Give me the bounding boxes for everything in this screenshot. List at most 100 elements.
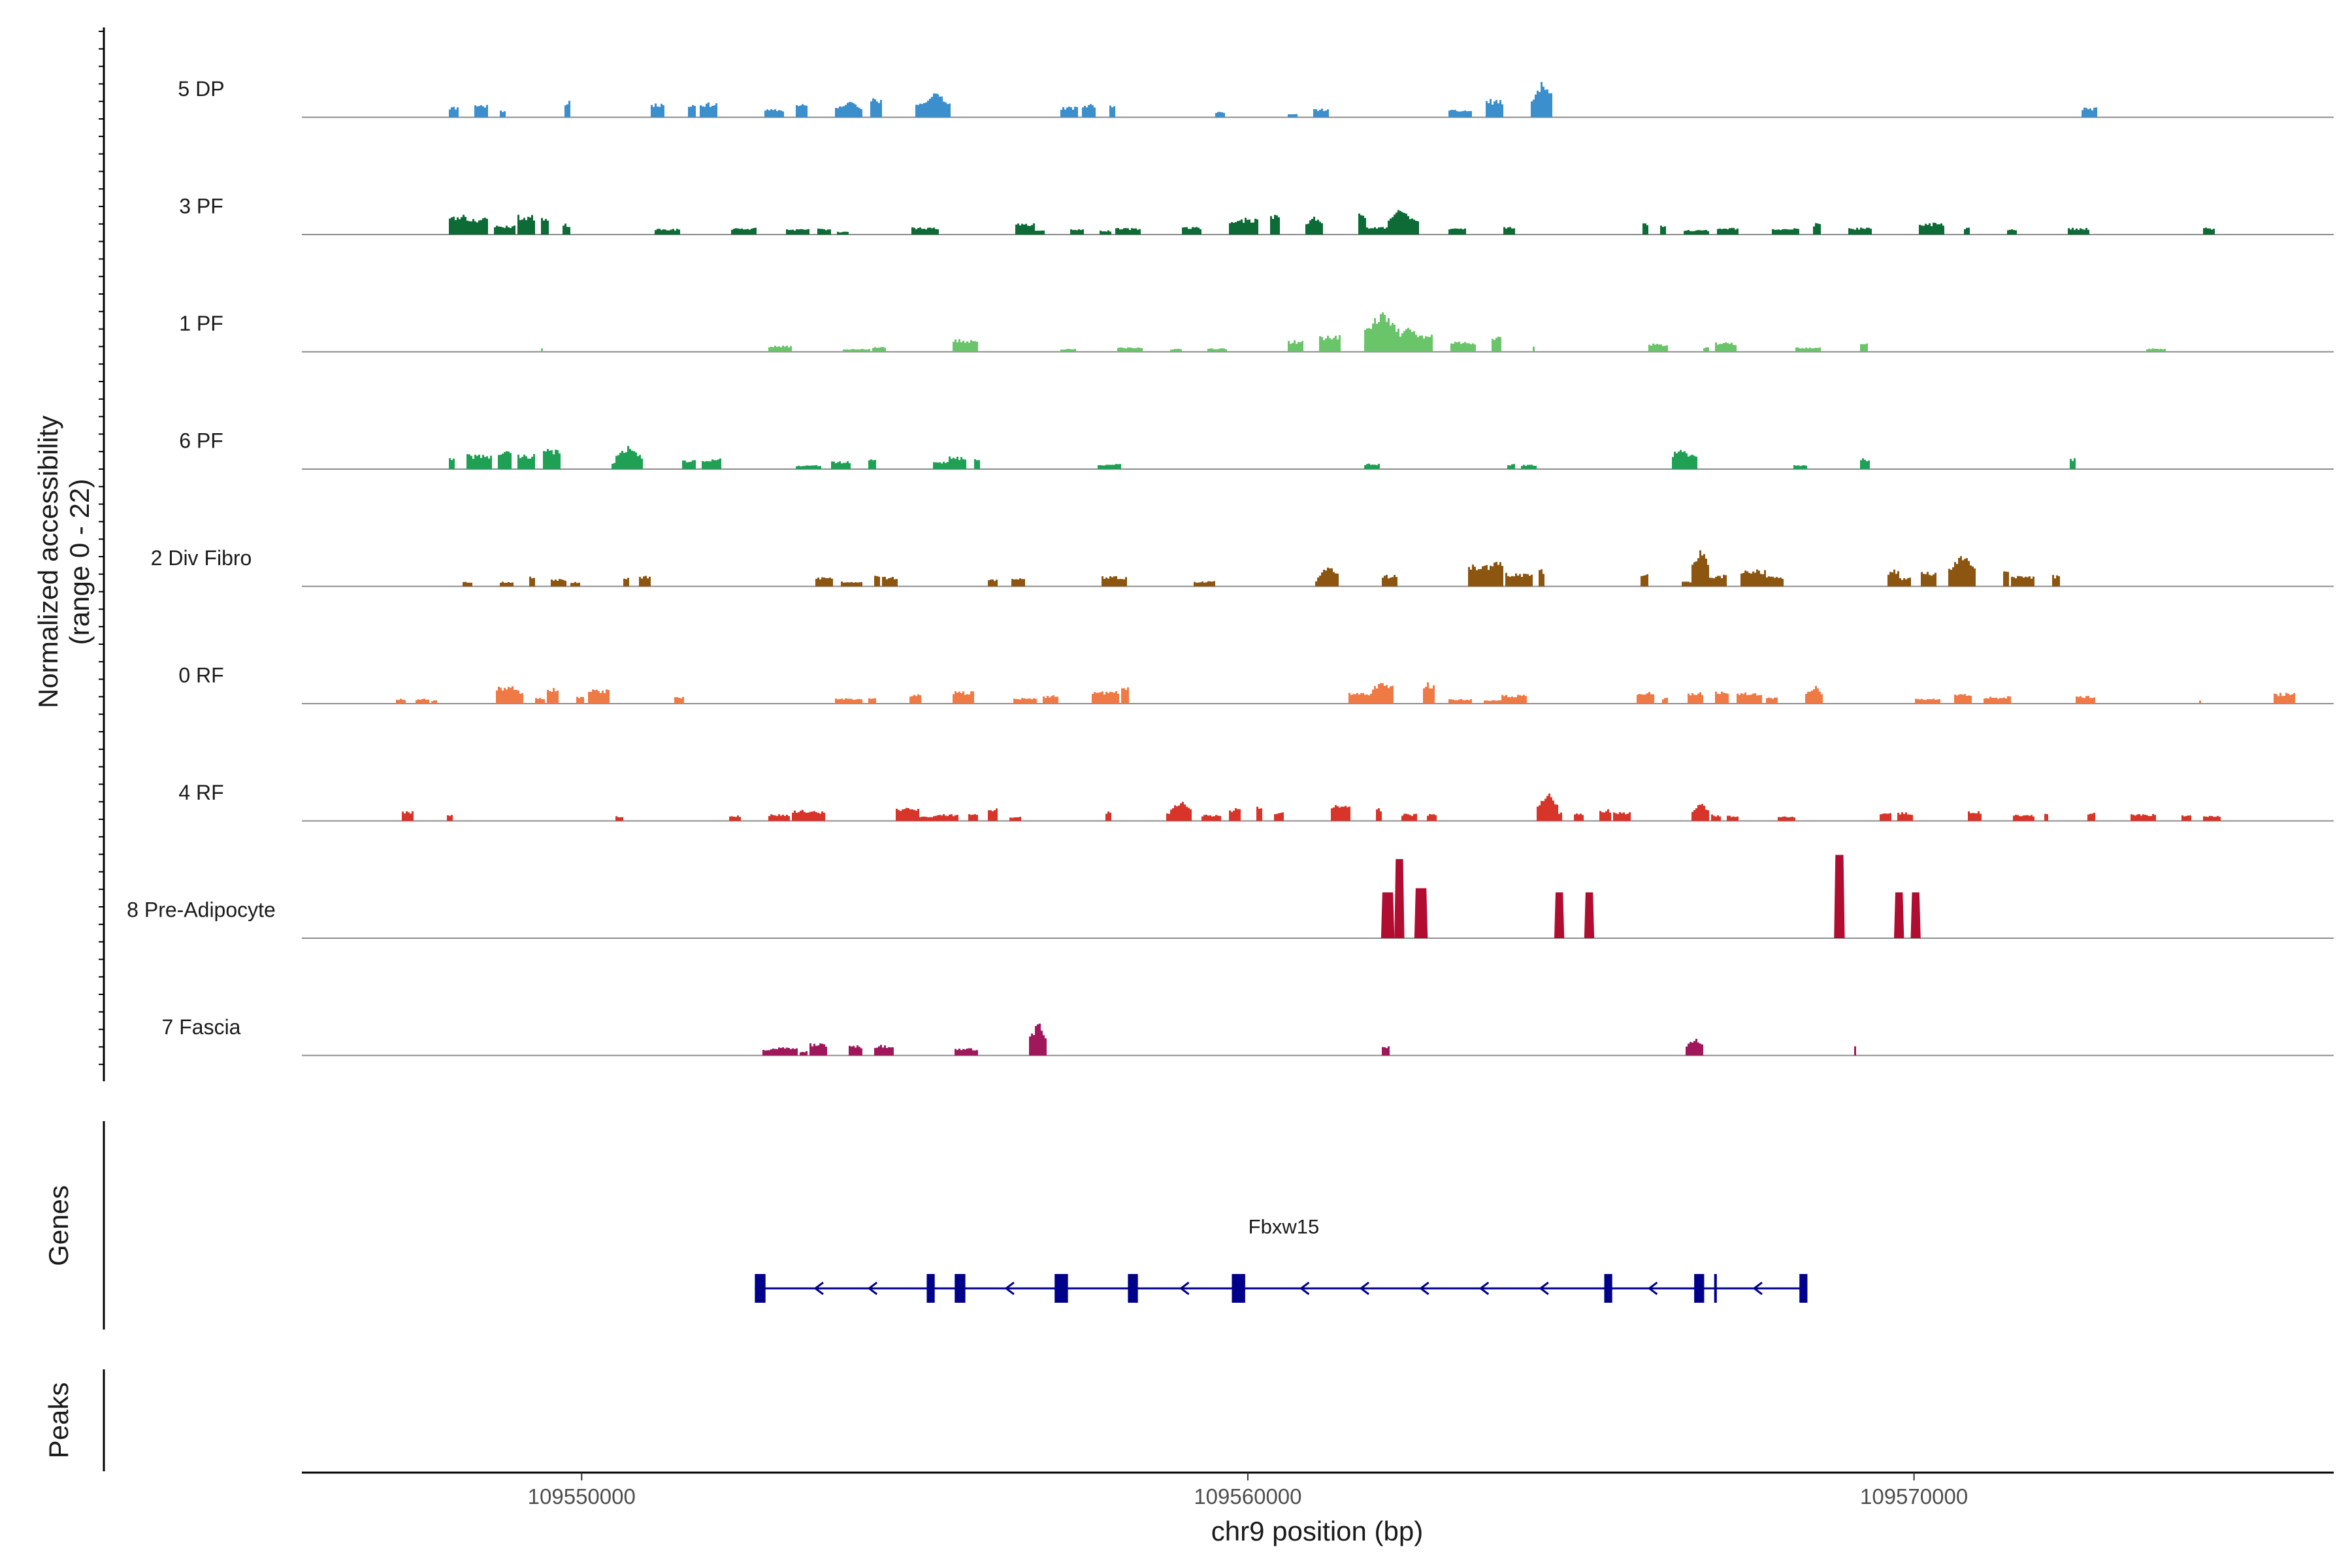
coverage-signal	[1009, 817, 1021, 821]
coverage-signal	[416, 698, 429, 704]
track-7-fascia: 7 Fascia	[162, 1015, 2334, 1056]
coverage-signal	[2146, 348, 2166, 352]
coverage-signal	[953, 691, 974, 704]
coverage-signal	[2044, 813, 2048, 821]
coverage-signal	[1270, 214, 1280, 235]
accessibility-y-axis: Normalized accessibility(range 0 - 22)	[33, 27, 105, 1081]
y-axis-title-line: (range 0 - 22)	[64, 479, 95, 645]
coverage-signal	[1448, 228, 1466, 235]
track-label: 0 RF	[178, 664, 223, 687]
coverage-signal	[1486, 99, 1503, 118]
coverage-signal	[1201, 815, 1221, 821]
coverage-signal	[835, 698, 862, 704]
coverage-signal	[837, 231, 849, 235]
coverage-signal	[1358, 210, 1419, 235]
coverage-signal	[576, 696, 584, 704]
coverage-signal	[974, 459, 980, 469]
coverage-signal	[1098, 464, 1121, 469]
gene-model-fbxw15: Fbxw15	[755, 1215, 1808, 1303]
coverage-signal	[1805, 685, 1823, 704]
track-label: 3 PF	[179, 195, 223, 218]
track-1-pf: 1 PF	[179, 312, 2334, 353]
coverage-signal	[792, 809, 825, 821]
coverage-bar	[1380, 892, 1395, 938]
x-axis-title: chr9 position (bp)	[1211, 1516, 1424, 1546]
strand-arrow	[1539, 1281, 1549, 1296]
coverage-bar	[1554, 892, 1565, 938]
coverage-signal	[449, 106, 459, 118]
coverage-signal	[1401, 813, 1417, 821]
coverage-signal	[1660, 225, 1666, 235]
track-5-dp: 5 DP	[178, 77, 2334, 118]
coverage-signal	[1468, 561, 1503, 587]
coverage-signal	[896, 808, 958, 821]
coverage-signal	[764, 109, 784, 118]
gene-label: Fbxw15	[1249, 1215, 1320, 1238]
coverage-signal	[1637, 692, 1654, 704]
coverage-signal	[2007, 229, 2017, 235]
coverage-signal	[768, 814, 790, 821]
coverage-signal	[915, 93, 951, 118]
coverage-signal	[2203, 227, 2215, 235]
coverage-signal	[1642, 223, 1648, 235]
coverage-signal	[682, 460, 696, 469]
coverage-signal	[402, 811, 414, 821]
coverage-signal	[2181, 815, 2191, 821]
gene-exon	[926, 1274, 935, 1303]
coverage-signal	[447, 815, 453, 821]
coverage-signal	[809, 1043, 827, 1056]
coverage-signal	[1060, 348, 1076, 352]
strand-arrow	[1752, 1281, 1763, 1296]
coverage-signal	[1684, 229, 1709, 235]
coverage-signal	[1029, 1023, 1047, 1056]
gene-exon	[1128, 1274, 1138, 1303]
coverage-signal	[1537, 793, 1562, 821]
track-6-pf: 6 PF	[179, 429, 2334, 470]
coverage-signal	[868, 698, 876, 704]
coverage-signal	[1450, 341, 1476, 352]
coverage-signal	[1915, 698, 1940, 704]
track-0-rf: 0 RF	[178, 664, 2334, 704]
coverage-signal	[1364, 312, 1433, 352]
coverage-signal	[1115, 227, 1141, 235]
coverage-signal	[1348, 683, 1394, 704]
coverage-signal	[1897, 812, 1913, 821]
coverage-signal	[953, 339, 978, 352]
coverage-signal	[841, 581, 862, 587]
coverage-signal	[988, 579, 998, 587]
coverage-signal	[1229, 808, 1241, 821]
peaks-panel: Peaks	[43, 1369, 105, 1471]
coverage-signal	[1229, 218, 1258, 235]
coverage-signal	[731, 227, 757, 235]
coverage-signal	[2052, 574, 2060, 587]
coverage-bar	[1834, 855, 1845, 938]
coverage-signal	[615, 816, 623, 821]
coverage-signal	[1100, 230, 1111, 235]
coverage-signal	[800, 1051, 808, 1056]
track-3-pf: 3 PF	[179, 195, 2334, 235]
coverage-signal	[1170, 348, 1182, 352]
coverage-signal	[498, 451, 512, 469]
coverage-signal	[1102, 576, 1127, 587]
coverage-signal	[655, 229, 680, 235]
coverage-signal	[449, 458, 455, 469]
coverage-signal	[1015, 223, 1045, 235]
coverage-signal	[1256, 806, 1262, 821]
coverage-signal	[700, 102, 717, 118]
coverage-signal	[1331, 805, 1350, 821]
strand-arrow	[1299, 1281, 1310, 1296]
coverage-signal	[796, 104, 808, 118]
coverage-signal	[1013, 698, 1037, 704]
track-4-rf: 4 RF	[178, 781, 2334, 822]
track-label: 8 Pre-Adipocyte	[127, 898, 276, 922]
coverage-signal	[1505, 572, 1533, 587]
coverage-signal	[768, 345, 792, 352]
coverage-signal	[1194, 581, 1215, 587]
coverage-signal	[968, 814, 978, 821]
coverage-signal	[762, 1047, 798, 1056]
coverage-signal	[474, 105, 488, 118]
coverage-signal	[1507, 464, 1515, 469]
genes-panel-title: Genes	[43, 1185, 74, 1266]
coverage-signal	[1011, 578, 1025, 587]
coverage-signal	[623, 578, 629, 587]
